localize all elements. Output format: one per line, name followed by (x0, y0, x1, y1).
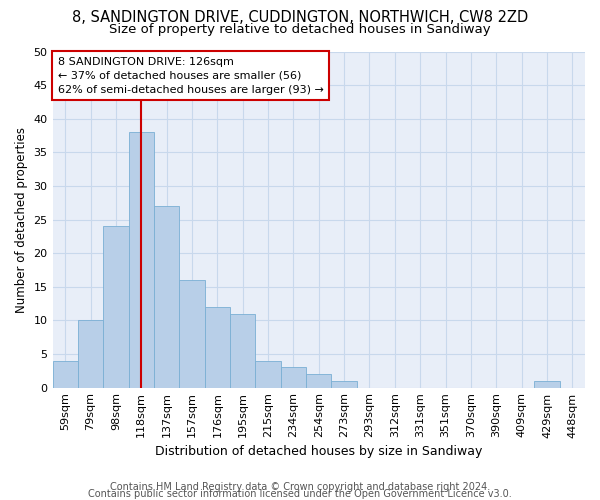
Bar (179, 280, 205, 388)
Text: Contains HM Land Registry data © Crown copyright and database right 2024.: Contains HM Land Registry data © Crown c… (110, 482, 490, 492)
Bar (281, 368, 306, 388)
Bar (78, 320, 103, 388)
Y-axis label: Number of detached properties: Number of detached properties (15, 126, 28, 312)
Bar (103, 226, 128, 388)
Bar (256, 360, 281, 388)
Text: 8 SANDINGTON DRIVE: 126sqm
← 37% of detached houses are smaller (56)
62% of semi: 8 SANDINGTON DRIVE: 126sqm ← 37% of deta… (58, 56, 324, 94)
Bar (128, 132, 154, 388)
Bar (306, 374, 331, 388)
Text: Contains public sector information licensed under the Open Government Licence v3: Contains public sector information licen… (88, 489, 512, 499)
Text: 8, SANDINGTON DRIVE, CUDDINGTON, NORTHWICH, CW8 2ZD: 8, SANDINGTON DRIVE, CUDDINGTON, NORTHWI… (72, 10, 528, 25)
Bar (230, 314, 256, 388)
Bar (205, 307, 230, 388)
Bar (534, 381, 560, 388)
X-axis label: Distribution of detached houses by size in Sandiway: Distribution of detached houses by size … (155, 444, 482, 458)
Bar (331, 381, 357, 388)
Text: Size of property relative to detached houses in Sandiway: Size of property relative to detached ho… (109, 22, 491, 36)
Bar (53, 360, 78, 388)
Bar (154, 206, 179, 388)
